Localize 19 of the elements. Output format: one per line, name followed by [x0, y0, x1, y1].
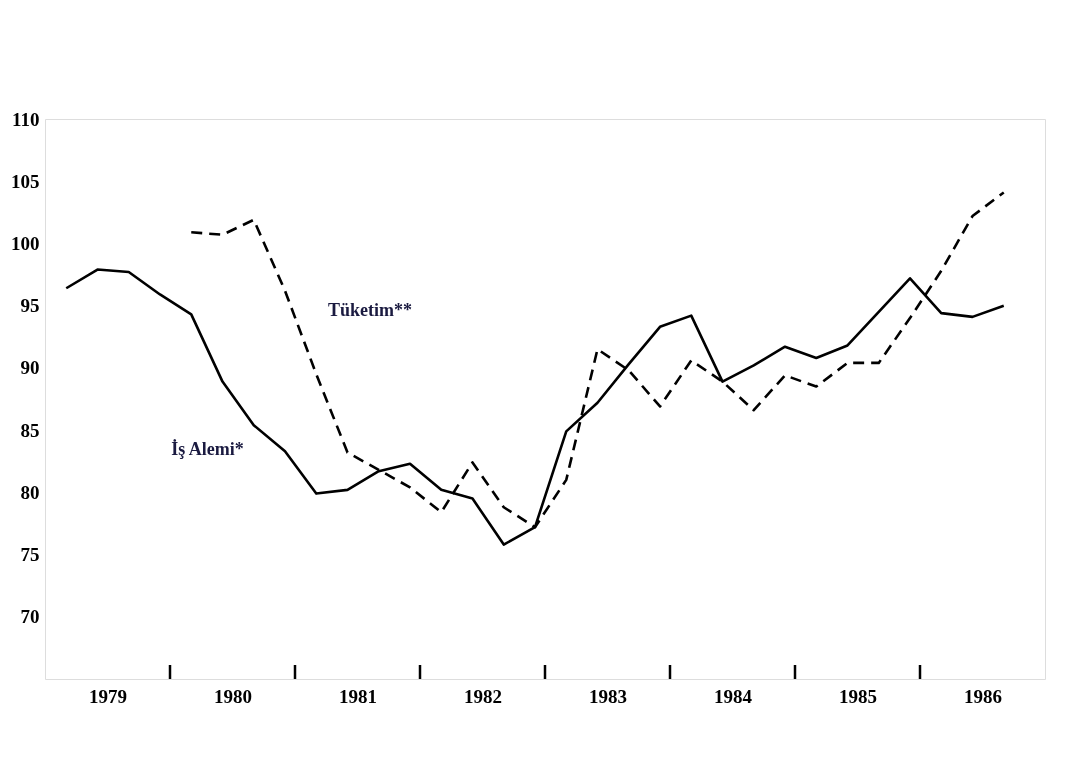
x-tick-label: 1980 [214, 685, 252, 707]
y-tick-label: 80 [20, 481, 40, 503]
y-tick-label: 85 [20, 419, 40, 441]
y-tick-label: 70 [20, 606, 40, 628]
series-label: Tüketim** [327, 299, 413, 320]
series-label: İş Alemi* [171, 439, 244, 460]
x-tick-label: 1986 [964, 685, 1002, 707]
y-tick-label: 95 [20, 295, 40, 317]
y-tick-label: 90 [20, 357, 40, 379]
x-tick-label: 1985 [839, 685, 877, 707]
x-tick-label: 1982 [464, 685, 502, 707]
y-tick-label: 100 [11, 232, 40, 254]
y-tick-label: 110 [12, 108, 40, 130]
x-tick-label: 1984 [714, 685, 753, 707]
y-tick-label: 105 [11, 170, 40, 192]
y-tick-label: 75 [20, 544, 40, 566]
x-tick-label: 1981 [339, 685, 377, 707]
x-tick-label: 1979 [89, 685, 127, 707]
x-tick-label: 1983 [589, 685, 627, 707]
